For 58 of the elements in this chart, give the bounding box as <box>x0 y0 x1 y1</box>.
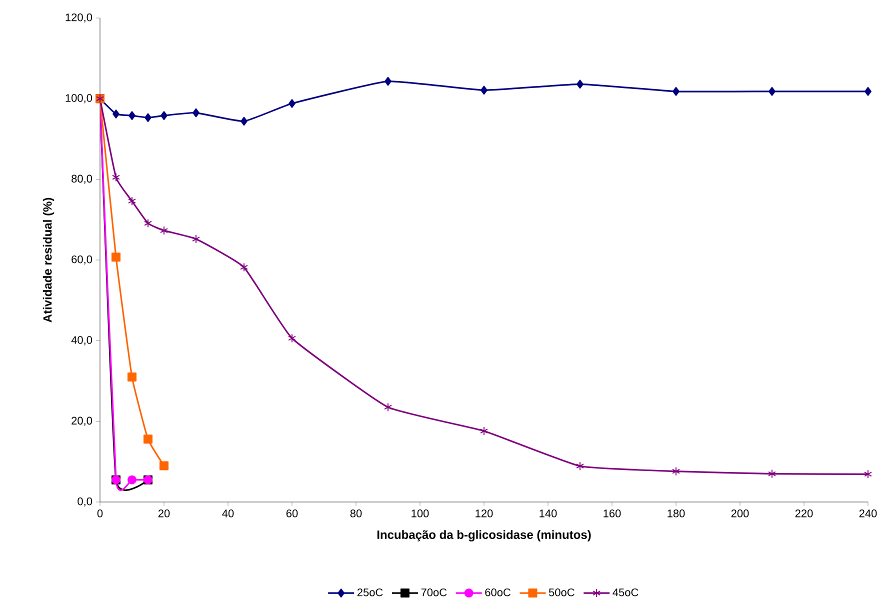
point <box>112 109 120 118</box>
legend-label: 70oC <box>421 588 447 596</box>
y-tick-label: 60,0 <box>72 255 92 265</box>
x-tick-label: 240 <box>859 510 877 518</box>
x-tick-label: 80 <box>350 510 362 518</box>
point <box>384 76 392 86</box>
legend-label: 45oC <box>612 588 638 596</box>
point <box>240 262 248 272</box>
legend-label: 25oC <box>357 588 383 596</box>
point <box>144 113 152 122</box>
point <box>144 218 152 228</box>
point <box>128 196 136 206</box>
y-tick-label: 80,0 <box>72 174 92 184</box>
point <box>112 172 120 182</box>
y-tick-label: 100,0 <box>66 94 92 104</box>
point <box>288 99 296 108</box>
legend-label: 50oC <box>548 588 574 596</box>
point <box>768 469 776 478</box>
point <box>160 111 168 120</box>
legend-label: 60oC <box>485 588 511 596</box>
y-tick-label: 120,0 <box>66 13 92 23</box>
y-axis-title: Atividade residual (%) <box>42 198 54 322</box>
point <box>288 334 296 343</box>
x-tick-label: 220 <box>795 510 813 518</box>
point <box>864 470 872 479</box>
point <box>480 426 488 436</box>
x-tick-label: 120 <box>476 510 493 518</box>
y-tick-label: 20,0 <box>72 416 92 426</box>
y-tick-label: 40,0 <box>71 336 92 346</box>
point <box>112 252 120 262</box>
x-axis-title: Incubação da b-glicosidase (minutos) <box>377 530 591 542</box>
x-tick-label: 200 <box>731 510 749 518</box>
x-tick-label: 20 <box>158 510 170 518</box>
point <box>672 466 680 476</box>
point <box>160 461 168 470</box>
x-tick-label: 40 <box>222 510 234 518</box>
point <box>144 434 152 444</box>
point <box>128 372 136 382</box>
x-tick-label: 140 <box>540 510 557 518</box>
y-tick-label: 0,0 <box>78 497 92 507</box>
x-tick-label: 100 <box>412 510 429 518</box>
point <box>672 86 680 96</box>
point <box>128 111 136 120</box>
point <box>240 116 248 126</box>
point <box>192 234 200 244</box>
x-tick-label: 60 <box>286 510 298 518</box>
x-tick-label: 160 <box>604 510 621 518</box>
point <box>192 108 200 118</box>
point <box>864 86 872 96</box>
point <box>768 86 776 96</box>
x-tick-label: 180 <box>668 510 685 518</box>
point <box>128 475 136 484</box>
x-tick-label: 0 <box>97 510 103 518</box>
point <box>576 462 584 471</box>
point <box>384 402 392 412</box>
point <box>480 86 488 95</box>
point <box>160 226 168 236</box>
point <box>576 80 584 89</box>
